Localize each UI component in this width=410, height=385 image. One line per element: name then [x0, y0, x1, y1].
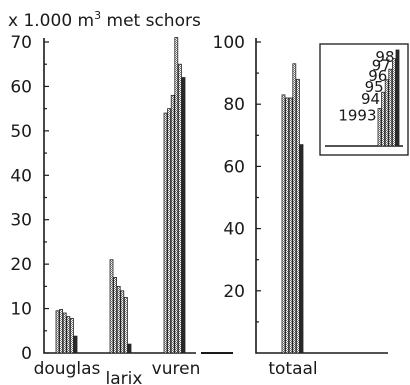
bar-larix-94 — [113, 277, 117, 354]
y-tick-label: 80 — [223, 95, 245, 115]
bar-douglas-97 — [70, 317, 74, 354]
bar-vuren-95 — [170, 94, 175, 354]
y-tick-label: 20 — [10, 255, 32, 275]
category-label-douglas: douglas — [34, 359, 101, 379]
legend-bar-96 — [388, 68, 393, 147]
legend-bar-95 — [384, 79, 389, 147]
legend-label-96: 96 — [368, 67, 387, 85]
bar-totaal-97 — [295, 78, 300, 354]
legend-bar-94 — [381, 91, 386, 147]
y-tick-label: 70 — [10, 33, 32, 53]
bar-douglas-95 — [62, 312, 67, 354]
y-tick-label: 0 — [21, 344, 32, 364]
bar-totaal-98 — [299, 144, 304, 354]
bar-douglas-96 — [66, 316, 71, 354]
y-tick-label: 40 — [223, 220, 245, 240]
bar-douglas-94 — [59, 309, 63, 354]
bar-totaal-95 — [288, 97, 293, 354]
bar-totaal-94 — [285, 97, 290, 354]
legend-bar-98 — [395, 49, 400, 147]
legend-label-97: 97 — [372, 57, 391, 75]
bar-larix-1993 — [109, 259, 114, 354]
y-tick-label: 60 — [10, 77, 32, 97]
y-tick-label: 60 — [223, 157, 245, 177]
bar-vuren-94 — [167, 108, 172, 354]
y-tick-label: 40 — [10, 166, 32, 186]
y-tick-label: 10 — [10, 300, 32, 320]
left-chart: 0 10 20 30 40 50 60 70 douglas larix vuren — [10, 33, 200, 385]
bar-larix-97 — [124, 297, 128, 354]
y-tick-label: 20 — [223, 282, 245, 302]
unit-label: x 1.000 m3 met schors — [8, 9, 201, 31]
bar-douglas-1993 — [55, 310, 60, 354]
legend-bar-97 — [391, 58, 396, 147]
bar-larix-98 — [127, 343, 132, 354]
legend-label-94: 94 — [361, 90, 380, 108]
bar-vuren-98 — [181, 77, 186, 354]
totaal-chart: 20 40 60 80 100 totaal — [213, 33, 388, 379]
legend-bar-1993 — [377, 108, 382, 147]
bar-vuren-96 — [174, 37, 179, 354]
bar-vuren-97 — [177, 63, 182, 354]
legend-label-1993: 1993 — [338, 107, 376, 125]
bar-larix-96 — [120, 290, 125, 354]
right-axis — [255, 38, 388, 354]
y-tick-label: 50 — [10, 122, 32, 142]
y-tick-label: 30 — [10, 211, 32, 231]
legend-label-98: 98 — [375, 48, 394, 66]
legend-label-95: 95 — [365, 78, 384, 96]
bar-douglas-98 — [73, 335, 78, 354]
bar-totaal-1993 — [281, 94, 286, 354]
category-label-larix: larix — [106, 369, 143, 385]
y-tick-label: 100 — [213, 33, 245, 53]
bar-vuren-1993 — [163, 112, 168, 354]
category-label-vuren: vuren — [152, 359, 201, 379]
bar-larix-95 — [116, 285, 121, 354]
category-label-totaal: totaal — [268, 359, 317, 379]
bar-totaal-96 — [292, 63, 297, 354]
